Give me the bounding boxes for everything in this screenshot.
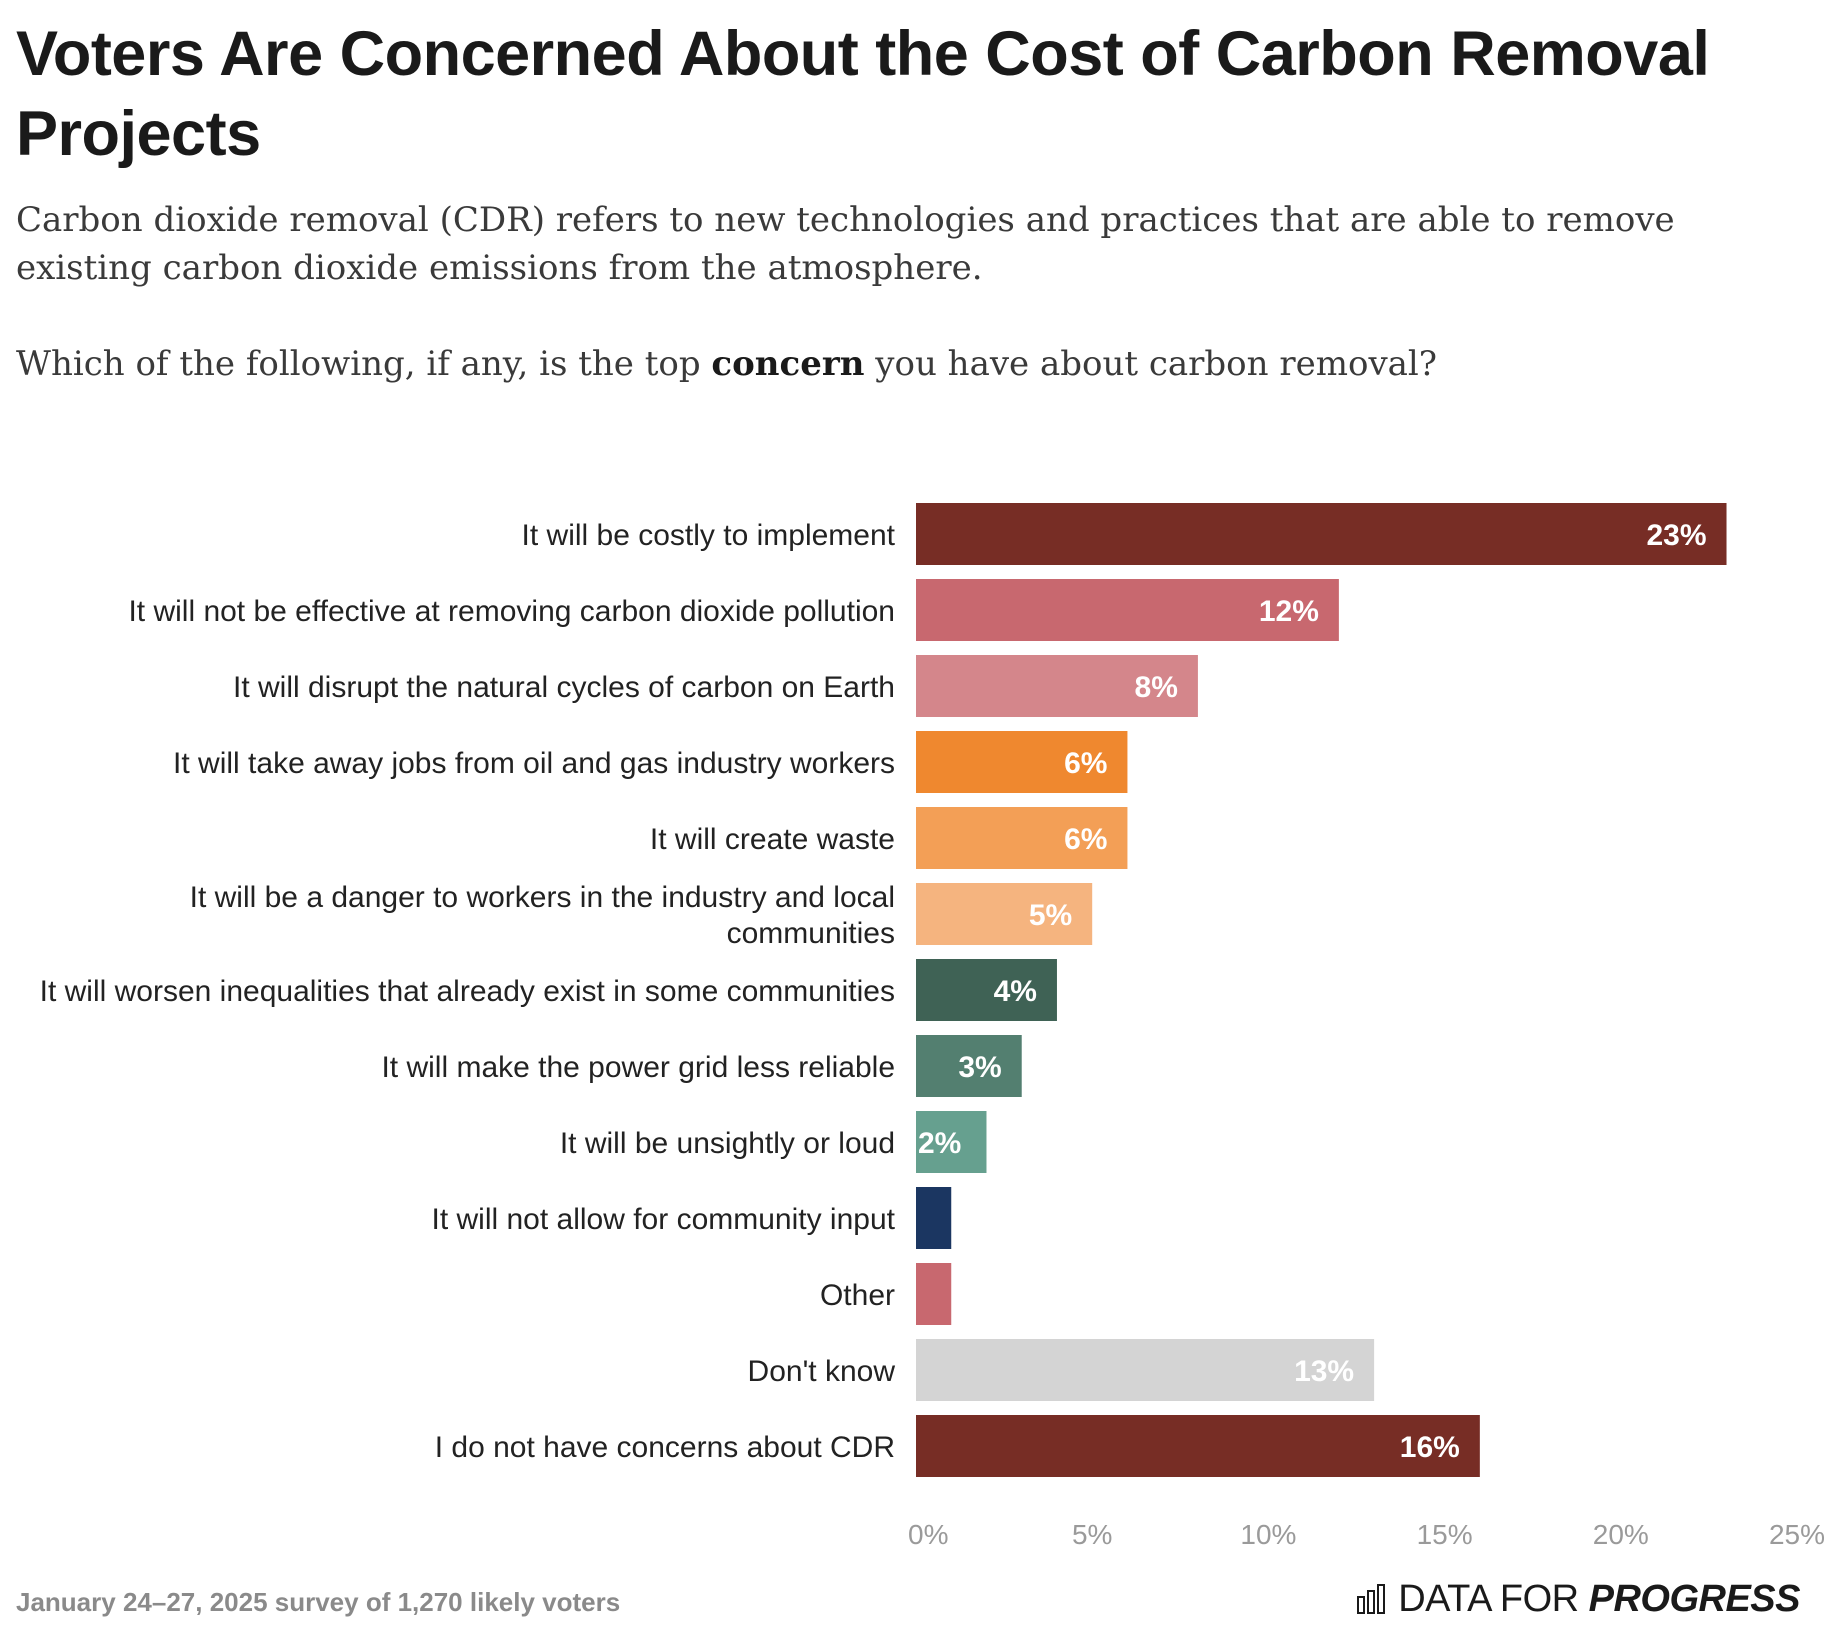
category-label: Other bbox=[820, 1279, 895, 1312]
value-label: 6% bbox=[1064, 747, 1107, 780]
chart-title: Voters Are Concerned About the Cost of C… bbox=[16, 19, 1710, 169]
x-tick-label: 25% bbox=[1769, 1519, 1825, 1550]
value-label: 2% bbox=[918, 1127, 961, 1160]
logo-text-bold: PROGRESS bbox=[1588, 1577, 1801, 1620]
x-tick-label: 10% bbox=[1240, 1519, 1296, 1550]
bar-7 bbox=[916, 959, 1057, 1021]
value-label: 5% bbox=[1029, 899, 1072, 932]
value-label: 23% bbox=[1646, 519, 1706, 552]
bar-2 bbox=[916, 579, 1339, 641]
bar-8 bbox=[916, 1035, 1022, 1097]
x-tick-label: 15% bbox=[1417, 1519, 1473, 1550]
category-label: I do not have concerns about CDR bbox=[435, 1431, 895, 1464]
category-label: It will create waste bbox=[650, 823, 895, 856]
value-label: 3% bbox=[958, 1051, 1001, 1084]
category-label: It will disrupt the natural cycles of ca… bbox=[233, 671, 895, 704]
data-for-progress-logo: DATA FOR PROGRESS bbox=[1356, 1577, 1801, 1621]
bar-chart-logo-icon bbox=[1357, 1584, 1386, 1614]
value-label: 6% bbox=[1064, 823, 1107, 856]
category-label: It will make the power grid less reliabl… bbox=[381, 1051, 895, 1084]
bar-13 bbox=[916, 1415, 1480, 1477]
value-label: 13% bbox=[1294, 1355, 1354, 1388]
value-label: 16% bbox=[1400, 1431, 1460, 1464]
x-tick-label: 5% bbox=[1072, 1519, 1112, 1550]
category-label: It will worsen inequalities that already… bbox=[40, 975, 895, 1008]
question-text-after: you have about carbon removal? bbox=[864, 344, 1438, 384]
logo-text-light: DATA FOR bbox=[1398, 1577, 1579, 1620]
bar-11 bbox=[916, 1263, 952, 1325]
category-label: Don't know bbox=[748, 1355, 896, 1388]
bar-5 bbox=[916, 807, 1128, 869]
bar-9 bbox=[916, 1111, 987, 1173]
bar-10 bbox=[916, 1187, 952, 1249]
bar-6 bbox=[916, 883, 1093, 945]
question-text-before: Which of the following, if any, is the t… bbox=[16, 344, 712, 384]
chart-subtitle: Carbon dioxide removal (CDR) refers to n… bbox=[16, 200, 1675, 288]
category-label: It will take away jobs from oil and gas … bbox=[173, 747, 895, 780]
x-tick-label: 20% bbox=[1593, 1519, 1649, 1550]
category-label: It will be costly to implement bbox=[522, 519, 896, 552]
bar-3 bbox=[916, 655, 1198, 717]
x-tick-label: 0% bbox=[908, 1519, 948, 1550]
value-label: 12% bbox=[1259, 595, 1319, 628]
survey-note: January 24–27, 2025 survey of 1,270 like… bbox=[16, 1587, 621, 1617]
value-label: 4% bbox=[994, 975, 1037, 1008]
category-label: It will be unsightly or loud bbox=[560, 1127, 895, 1160]
category-label: It will not be effective at removing car… bbox=[128, 595, 895, 628]
value-label: 8% bbox=[1135, 671, 1178, 704]
survey-question: Which of the following, if any, is the t… bbox=[16, 340, 1816, 388]
category-label: It will not allow for community input bbox=[431, 1203, 895, 1236]
bar-4 bbox=[916, 731, 1128, 793]
bar-1 bbox=[916, 503, 1727, 565]
bar-12 bbox=[916, 1339, 1375, 1401]
category-label: It will be a danger to workers in the in… bbox=[190, 881, 895, 950]
question-emphasis: concern bbox=[711, 344, 865, 384]
